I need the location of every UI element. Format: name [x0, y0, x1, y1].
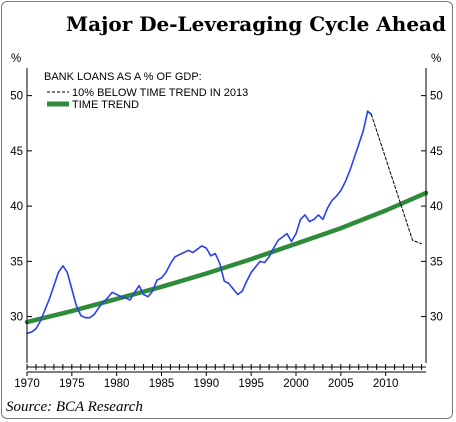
series-line-bank-loans	[26, 110, 373, 335]
x-tick-label: 1975	[59, 378, 85, 390]
y-tick-label-left: 40	[10, 201, 23, 213]
y-tick-label-right: 45	[430, 146, 443, 158]
legend-label-below-trend: 10% BELOW TIME TREND IN 2013	[72, 87, 248, 99]
y-tick-label-left: 30	[10, 312, 23, 324]
plot-area	[24, 110, 429, 335]
y-tick-label-right: 50	[430, 91, 443, 103]
axes: 30 30 35 35 40 40 45 45 50 50 1970 1975 1980 1985 1990…	[10, 68, 443, 390]
chart-title: Major De-Leveraging Cycle Ahead	[66, 12, 446, 36]
y-tick-label-left: 50	[10, 91, 23, 103]
source-note: Source: BCA Research	[6, 399, 143, 415]
legend: BANK LOANS AS A % OF GDP: 10% BELOW TIME…	[44, 71, 248, 111]
legend-heading: BANK LOANS AS A % OF GDP:	[44, 71, 202, 83]
y-tick-label-right: 35	[430, 256, 443, 268]
x-tick-label: 1970	[14, 378, 40, 390]
series-line-time-trend	[24, 190, 429, 325]
x-tick-label: 2005	[328, 378, 354, 390]
x-tick-label: 1995	[238, 378, 264, 390]
legend-label-time-trend: TIME TREND	[72, 99, 139, 111]
x-tick-label: 1980	[104, 378, 130, 390]
left-axis-unit: %	[11, 53, 21, 65]
y-tick-label-left: 45	[10, 146, 23, 158]
x-tick-label: 1990	[194, 378, 220, 390]
y-tick-label-right: 30	[430, 312, 443, 324]
y-tick-label-left: 35	[10, 256, 23, 268]
x-tick-label: 2000	[283, 378, 309, 390]
right-axis-unit: %	[431, 53, 441, 65]
x-tick-label: 1985	[149, 378, 175, 390]
series-line-below-trend	[370, 113, 422, 245]
y-tick-label-right: 40	[430, 201, 443, 213]
x-tick-label: 2010	[373, 378, 399, 390]
